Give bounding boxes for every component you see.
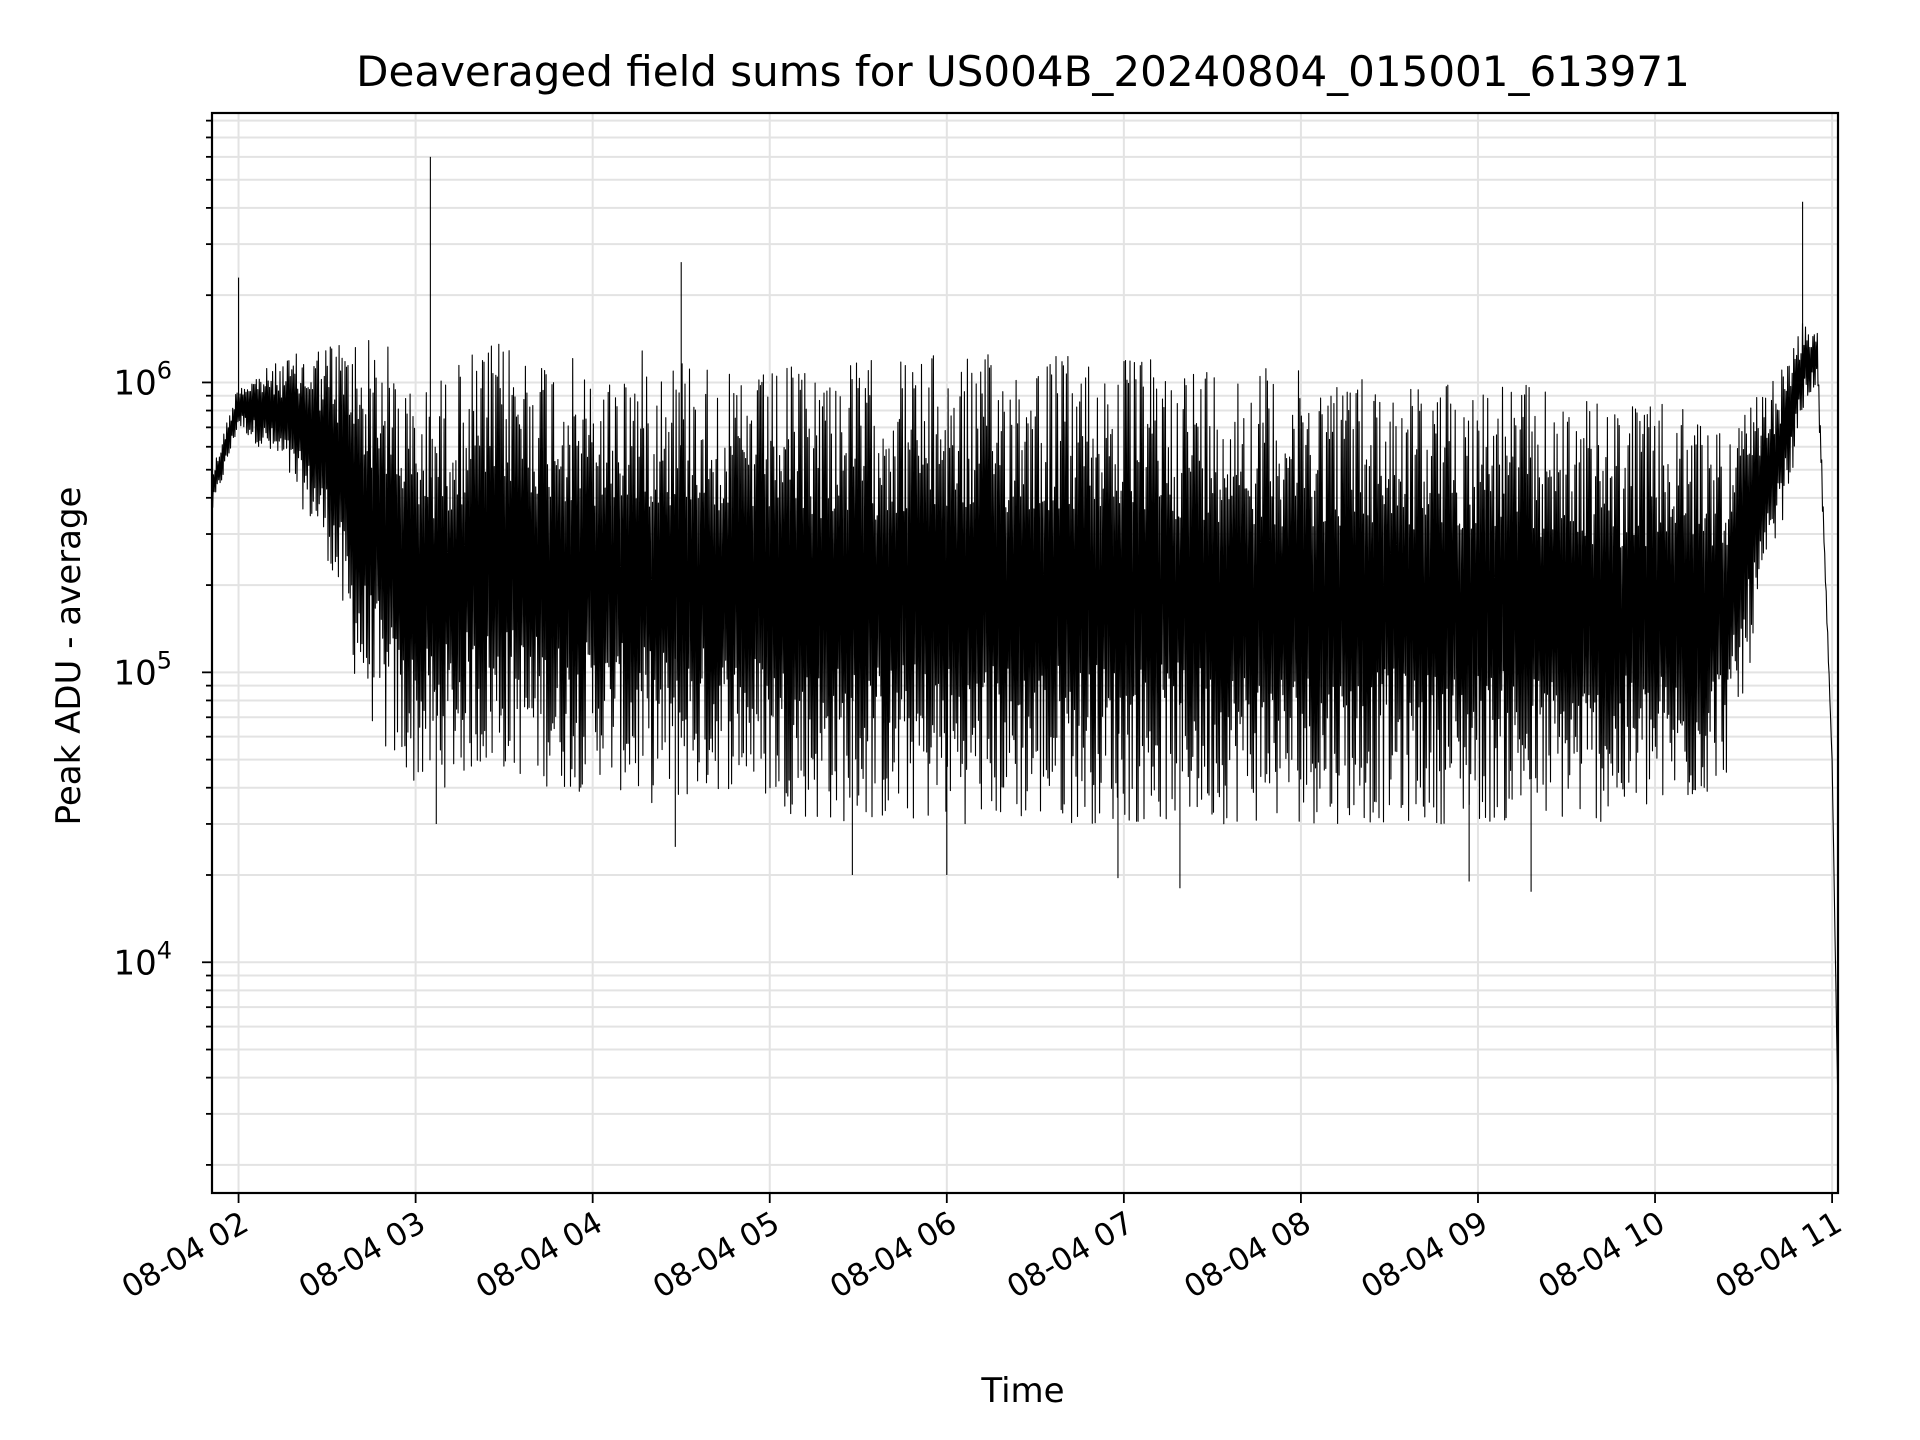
chart-title: Deaveraged field sums for US004B_2024080… [356,47,1690,96]
grid-lines [212,113,1838,1193]
x-axis-label: Time [980,1371,1064,1411]
plot-frame [210,111,1840,1195]
y-tick-label: 104 [113,936,172,983]
series-layer [211,156,1839,1114]
y-axis-label: Peak ADU - average [49,487,89,826]
data-series-line [211,322,1839,1114]
y-tick-label: 105 [113,646,172,693]
y-tick-label: 106 [113,356,172,403]
